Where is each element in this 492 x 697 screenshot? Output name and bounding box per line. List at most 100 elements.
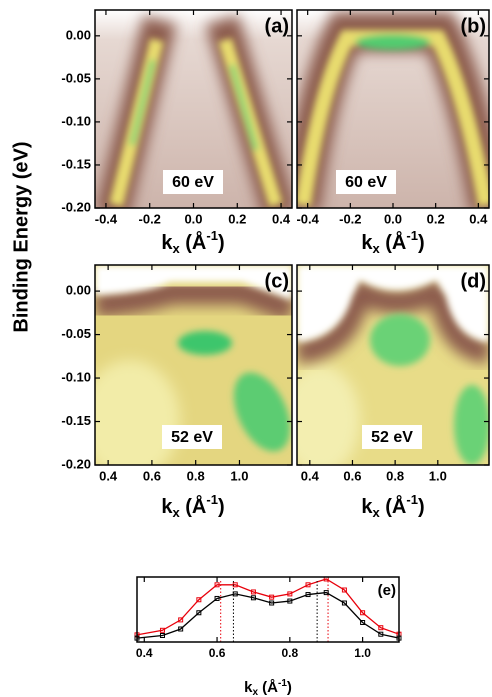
mdc-point: [232, 591, 238, 597]
x-label-sup: -1: [206, 228, 218, 243]
y-tick-label: -0.05: [61, 326, 91, 341]
x-label-base: k: [161, 232, 173, 254]
x-tick-label: 0.4: [136, 646, 153, 660]
x-tick-label: 0.6: [143, 468, 161, 483]
mdc-point: [378, 631, 384, 637]
x-tick-label: 0.0: [384, 211, 402, 226]
x-label-base: k: [361, 496, 373, 518]
x-tick-label: 1.0: [354, 646, 371, 660]
x-label-sub: x: [172, 505, 180, 520]
mdc-point: [378, 625, 384, 631]
x-tick-label: -0.4: [95, 211, 118, 226]
x-label-sub: x: [172, 241, 180, 256]
mdc-point: [250, 595, 256, 601]
mdc-point: [305, 592, 311, 598]
mdc-line: [136, 591, 400, 639]
annotation-box: [362, 425, 422, 449]
panel-label: (a): [265, 15, 289, 37]
x-label-mid: (Å: [180, 230, 207, 254]
y-axis-label: Binding Energy (eV): [10, 141, 32, 332]
mdc-point: [287, 598, 293, 604]
y-tick-label: 0.00: [66, 283, 91, 298]
x-tick-label: 0.2: [228, 211, 246, 226]
mdc-point: [178, 626, 184, 632]
x-label-sup: -1: [406, 228, 418, 243]
label-box: [371, 581, 395, 601]
mdc-point: [360, 610, 366, 616]
plot-frame: [296, 264, 490, 466]
x-tick-label: 1.0: [429, 468, 447, 483]
mdc-point: [287, 591, 293, 597]
mdc-point: [341, 587, 347, 593]
x-label-end: ): [218, 232, 225, 254]
x-label-base: k: [244, 679, 253, 696]
x-label-end: ): [218, 496, 225, 518]
y-tick-label: -0.10: [61, 113, 91, 128]
y-tick-label: 0.00: [66, 27, 91, 42]
x-axis-label: kx (Å-1): [244, 678, 292, 697]
mdc-point: [323, 590, 329, 596]
x-label-mid: (Å: [380, 230, 407, 254]
x-tick-label: 1.0: [230, 468, 248, 483]
mdc-point: [214, 582, 220, 588]
x-tick-label: 0.4: [469, 211, 488, 226]
x-label-end: ): [418, 496, 425, 518]
annotation: 60 eV: [172, 174, 214, 191]
y-tick-label: -0.05: [61, 70, 91, 85]
x-tick-label: 0.8: [386, 468, 404, 483]
panel-label: (e): [378, 582, 396, 599]
x-label-mid: (Å: [380, 494, 407, 518]
x-axis-label: kx (Å-1): [161, 492, 224, 520]
intensity-map: [297, 10, 489, 208]
y-tick-label: -0.20: [61, 199, 91, 214]
mdc-point: [341, 600, 347, 606]
x-tick-label: 0.8: [281, 646, 298, 660]
x-label-sub: x: [372, 505, 380, 520]
annotation-box: [162, 425, 222, 449]
plot-frame: [94, 264, 293, 466]
x-tick-label: 0.6: [209, 646, 226, 660]
mdc-point: [196, 610, 202, 616]
mdc-point: [196, 597, 202, 603]
x-tick-label: 0.0: [184, 211, 202, 226]
x-label-base: k: [361, 232, 373, 254]
mdc-point: [269, 594, 275, 600]
x-tick-label: 0.6: [343, 468, 361, 483]
annotation: 52 eV: [171, 429, 213, 446]
x-label-base: k: [161, 496, 173, 518]
panel-label: (d): [460, 270, 486, 292]
x-label-sub: x: [252, 687, 258, 697]
y-tick-label: -0.20: [61, 456, 91, 471]
mdc-point: [269, 600, 275, 606]
x-label-end: ): [418, 232, 425, 254]
y-tick-label: -0.15: [61, 413, 91, 428]
x-label-sup: -1: [406, 492, 418, 507]
mdc-point: [360, 620, 366, 625]
mdc-point: [214, 595, 220, 601]
x-tick-label: 0.4: [272, 211, 291, 226]
x-label-sup: -1: [278, 678, 287, 689]
x-label-mid: (Å: [258, 679, 278, 696]
mdc-point: [159, 627, 165, 633]
x-axis-label: kx (Å-1): [161, 228, 224, 256]
annotation-box: [336, 170, 396, 194]
panel-label: (b): [460, 15, 486, 37]
x-label-sup: -1: [206, 492, 218, 507]
x-tick-label: -0.2: [339, 211, 361, 226]
x-label-end: ): [287, 679, 292, 696]
mdc-line: [136, 578, 400, 636]
x-tick-label: -0.2: [139, 211, 161, 226]
x-label-mid: (Å: [180, 494, 207, 518]
y-tick-label: -0.10: [61, 369, 91, 384]
x-tick-label: 0.2: [427, 211, 445, 226]
x-tick-label: 0.4: [301, 468, 320, 483]
mdc-point: [159, 633, 165, 638]
x-tick-label: -0.4: [296, 211, 319, 226]
x-label-sub: x: [372, 241, 380, 256]
y-tick-label: -0.15: [61, 156, 91, 171]
x-axis-label: kx (Å-1): [361, 228, 424, 256]
panel-label: (c): [265, 270, 289, 292]
annotation-box: [163, 170, 223, 194]
mdc-point: [178, 617, 184, 623]
